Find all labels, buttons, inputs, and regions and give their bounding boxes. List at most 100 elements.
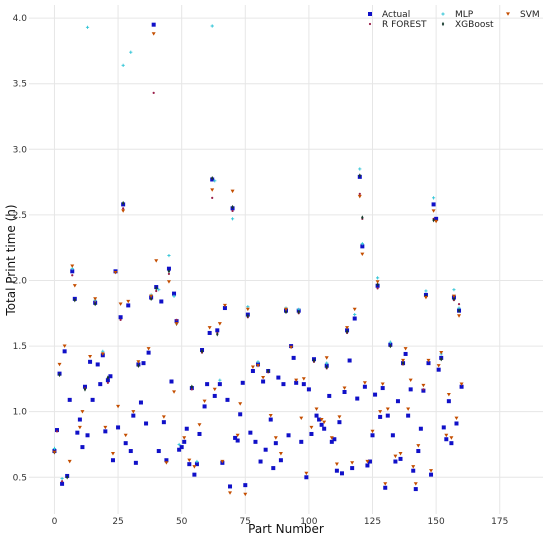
data-point	[278, 452, 283, 456]
data-point	[317, 417, 322, 422]
data-point	[444, 433, 449, 438]
y-tick-label: 1.5	[13, 342, 27, 352]
data-point	[67, 397, 72, 402]
data-point	[245, 307, 250, 312]
data-point	[365, 463, 370, 468]
data-point	[172, 294, 176, 298]
data-point	[271, 466, 276, 471]
legend-label: MLP	[455, 10, 474, 20]
data-point	[220, 459, 225, 464]
data-point	[182, 439, 187, 444]
data-point	[370, 429, 375, 434]
data-point	[138, 400, 143, 405]
data-point	[182, 436, 187, 440]
data-point	[149, 294, 154, 299]
data-point	[256, 364, 261, 368]
data-point	[439, 351, 444, 355]
data-point	[58, 372, 61, 378]
data-point	[131, 413, 136, 418]
data-point	[187, 458, 192, 463]
data-point	[88, 359, 93, 364]
data-point	[222, 303, 227, 308]
data-point	[441, 425, 446, 430]
data-point	[401, 358, 406, 363]
data-point	[105, 378, 110, 383]
data-point	[258, 459, 263, 464]
data-point	[375, 280, 380, 284]
data-point	[238, 402, 243, 406]
y-tick-label: 2.0	[13, 276, 28, 286]
data-point	[122, 207, 125, 210]
data-point	[72, 284, 77, 288]
data-point	[240, 380, 245, 385]
data-point	[299, 439, 304, 444]
data-point	[106, 375, 110, 380]
data-point	[123, 441, 128, 446]
data-point	[238, 412, 243, 417]
data-point	[329, 436, 334, 440]
data-point	[93, 297, 98, 301]
data-point	[157, 288, 161, 292]
data-point	[250, 365, 255, 369]
data-point	[284, 309, 288, 315]
data-point	[164, 458, 169, 463]
data-point	[155, 289, 158, 293]
data-point	[378, 410, 383, 414]
data-point	[322, 426, 327, 431]
data-point	[426, 361, 431, 366]
data-point	[210, 188, 215, 192]
data-point	[325, 364, 328, 370]
data-point	[362, 381, 367, 385]
data-point	[429, 472, 434, 477]
data-point	[213, 179, 217, 183]
data-point	[217, 382, 222, 387]
data-point	[421, 388, 426, 393]
data-point	[225, 397, 230, 402]
grid	[29, 5, 543, 514]
data-point	[200, 349, 204, 354]
data-point	[304, 475, 309, 480]
data-point	[161, 415, 166, 419]
data-point	[388, 340, 392, 344]
data-point	[393, 454, 398, 459]
data-point	[190, 384, 194, 389]
data-point	[422, 388, 425, 391]
data-point	[133, 460, 138, 465]
legend: Actual MLP SVM R FOREST XGBoost	[368, 10, 540, 30]
data-point	[449, 436, 454, 440]
legend-marker	[506, 12, 510, 16]
data-point	[301, 377, 306, 381]
data-point	[167, 269, 171, 274]
legend-marker	[441, 21, 445, 27]
data-point	[175, 318, 178, 321]
data-point	[57, 362, 62, 367]
data-point	[268, 417, 273, 422]
data-point	[144, 421, 149, 426]
data-point	[190, 388, 193, 391]
data-point	[85, 25, 90, 29]
data-point	[319, 417, 324, 422]
data-point	[100, 352, 105, 356]
data-point	[452, 288, 456, 292]
data-point	[276, 375, 281, 380]
data-point	[52, 446, 57, 451]
data-point	[395, 399, 400, 404]
data-point	[67, 459, 72, 464]
data-point	[431, 209, 436, 213]
y-tick-label: 1.0	[13, 408, 28, 418]
data-point	[192, 472, 197, 477]
data-point	[398, 452, 403, 456]
data-point	[358, 167, 362, 171]
data-point	[82, 384, 87, 389]
data-point	[172, 291, 177, 296]
data-point	[231, 209, 234, 213]
data-point	[202, 404, 207, 409]
data-point	[106, 381, 109, 384]
data-point	[77, 425, 82, 430]
data-point	[383, 485, 388, 490]
data-point	[431, 202, 436, 207]
data-point	[98, 382, 103, 387]
data-point	[291, 355, 296, 360]
data-point	[454, 421, 459, 426]
data-point	[376, 276, 380, 280]
